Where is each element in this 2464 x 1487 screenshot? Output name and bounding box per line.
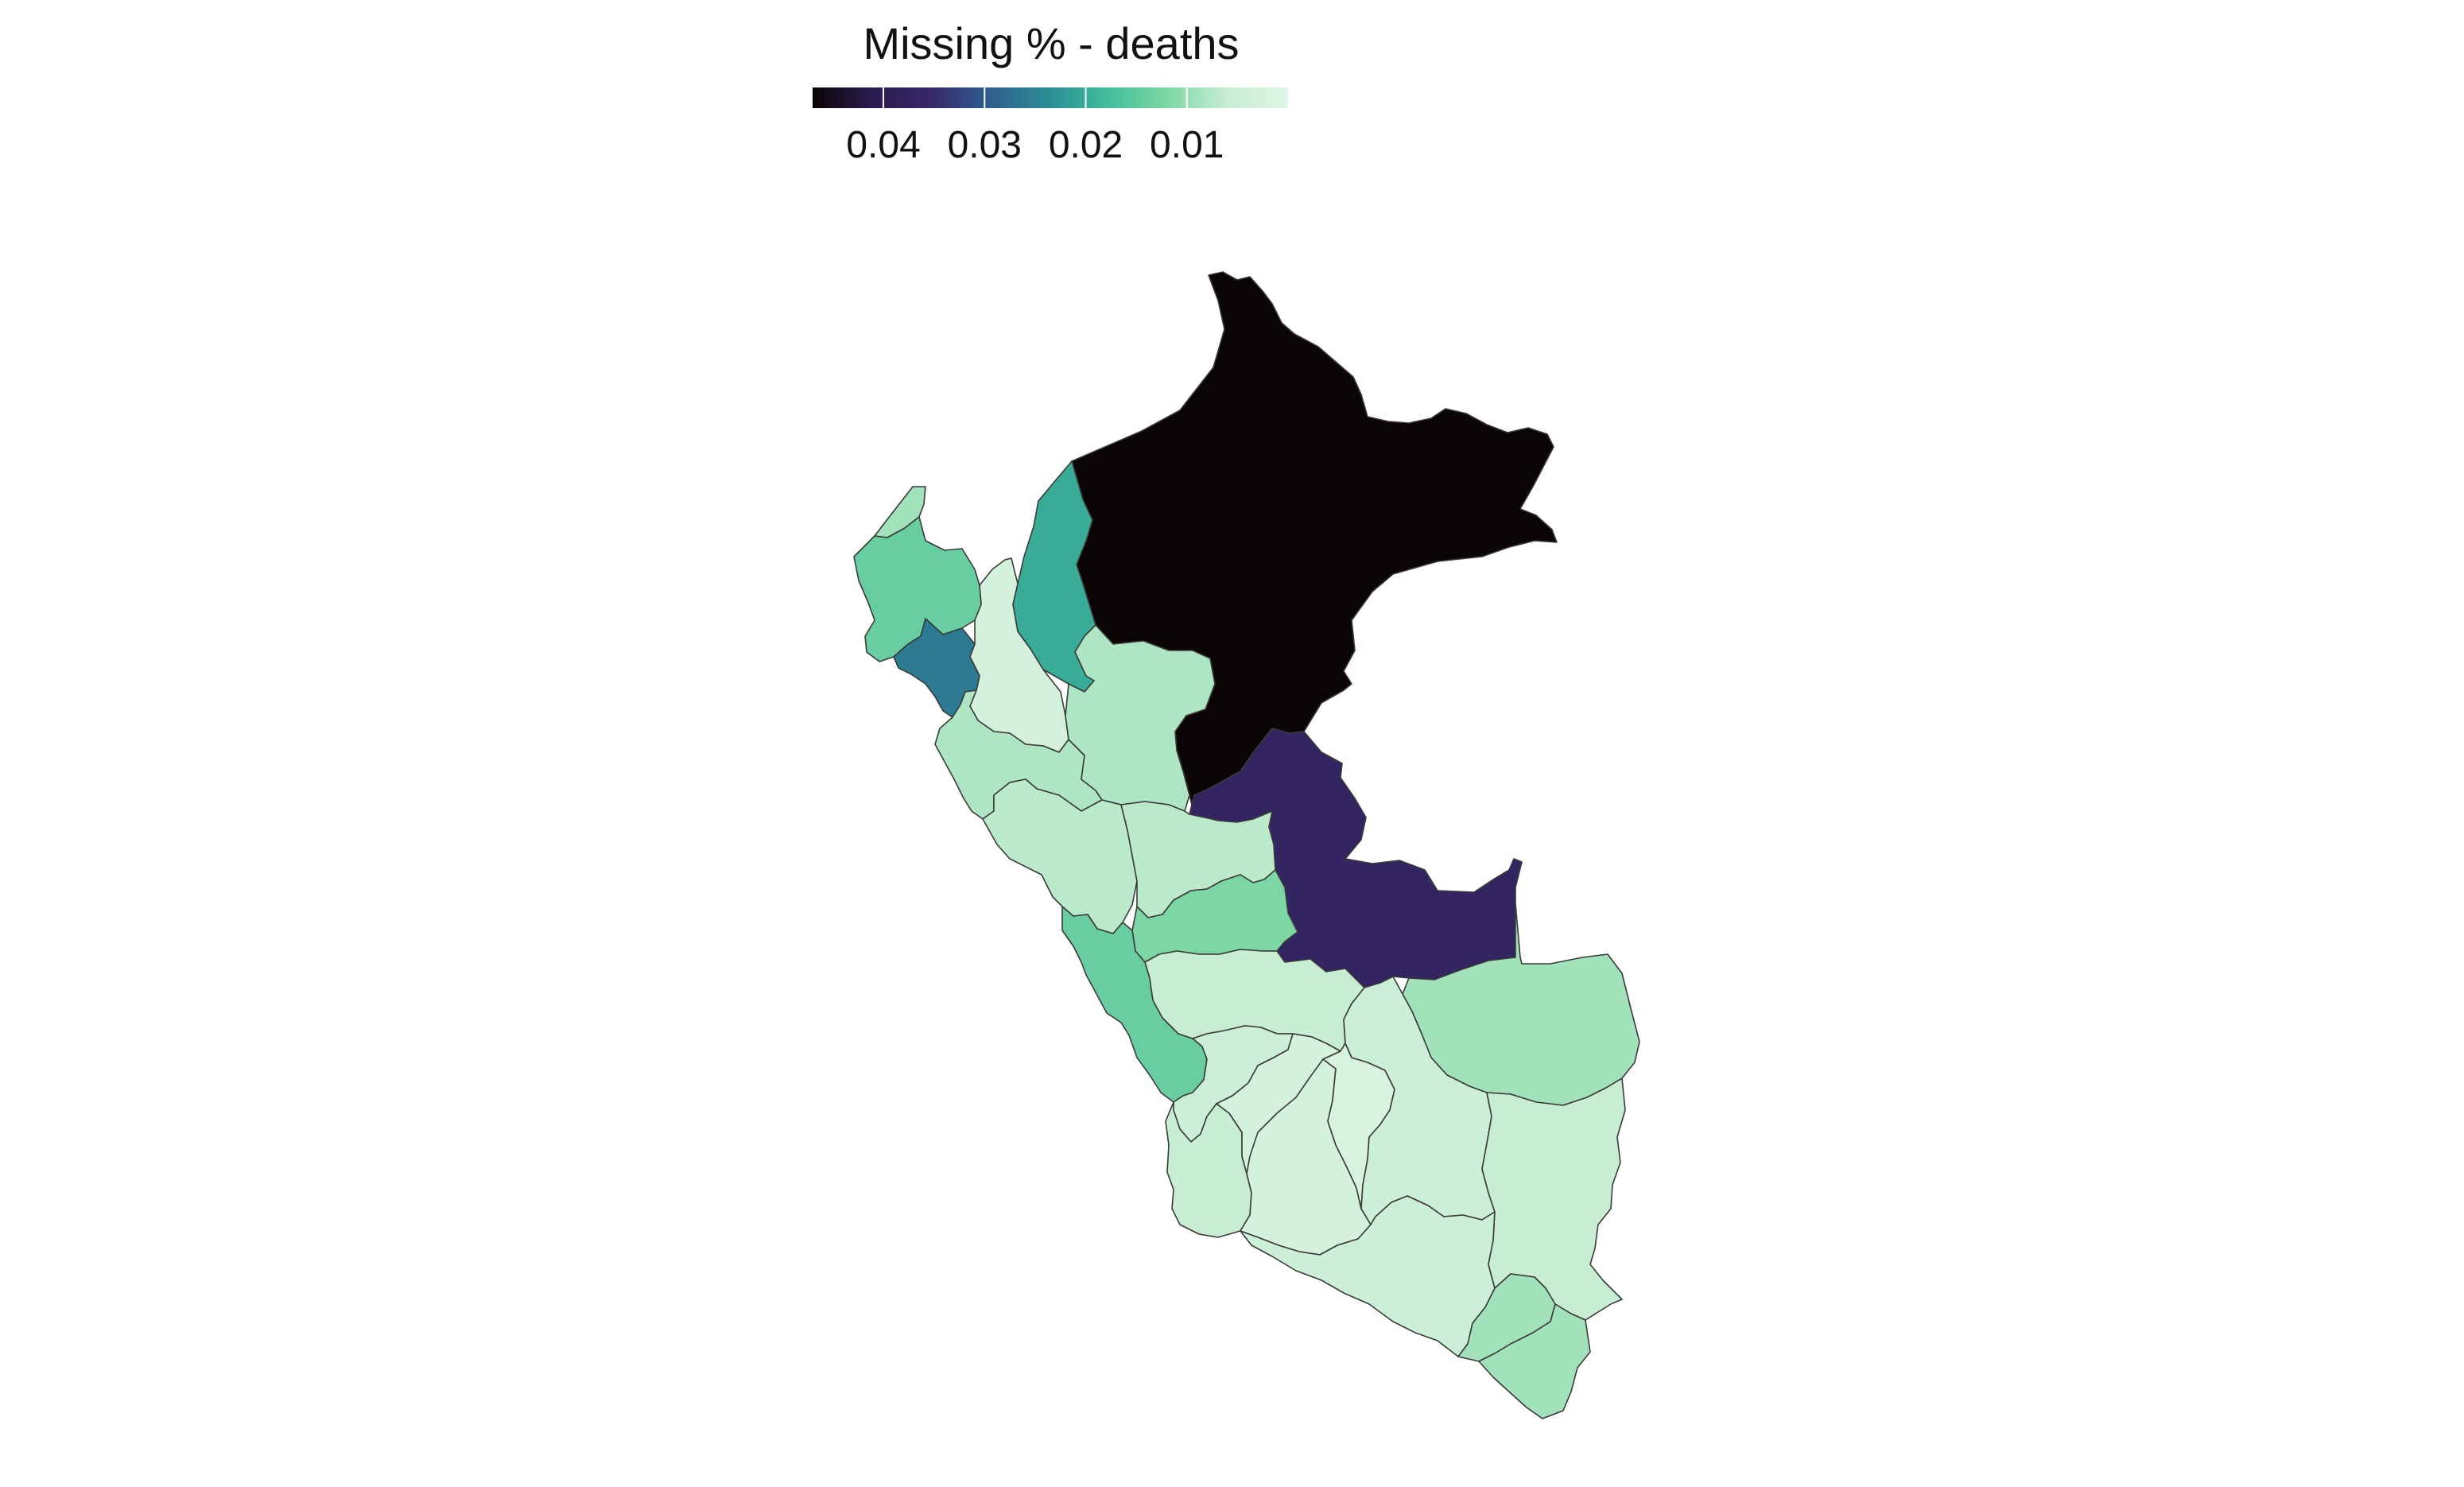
colorbar-tick-label: 0.03 <box>948 124 1022 166</box>
legend-title: Missing % - deaths <box>863 18 1239 68</box>
peru-region-map <box>853 271 1640 1419</box>
colorbar-ticks: 0.04 0.03 0.02 0.01 <box>846 87 1224 166</box>
colorbar-tick-label: 0.01 <box>1150 124 1224 166</box>
region-puno[interactable] <box>1481 1077 1626 1321</box>
colorbar-tick-label: 0.02 <box>1049 124 1123 166</box>
region-san-martin[interactable] <box>1065 624 1216 812</box>
region-tacna[interactable] <box>1478 1303 1591 1419</box>
colorbar-legend: Missing % - deaths 0.04 0.03 0.02 0.01 <box>813 18 1288 166</box>
region-ancash[interactable] <box>982 778 1138 934</box>
colorbar-tick-label: 0.04 <box>846 124 920 166</box>
colorbar <box>813 87 1288 108</box>
